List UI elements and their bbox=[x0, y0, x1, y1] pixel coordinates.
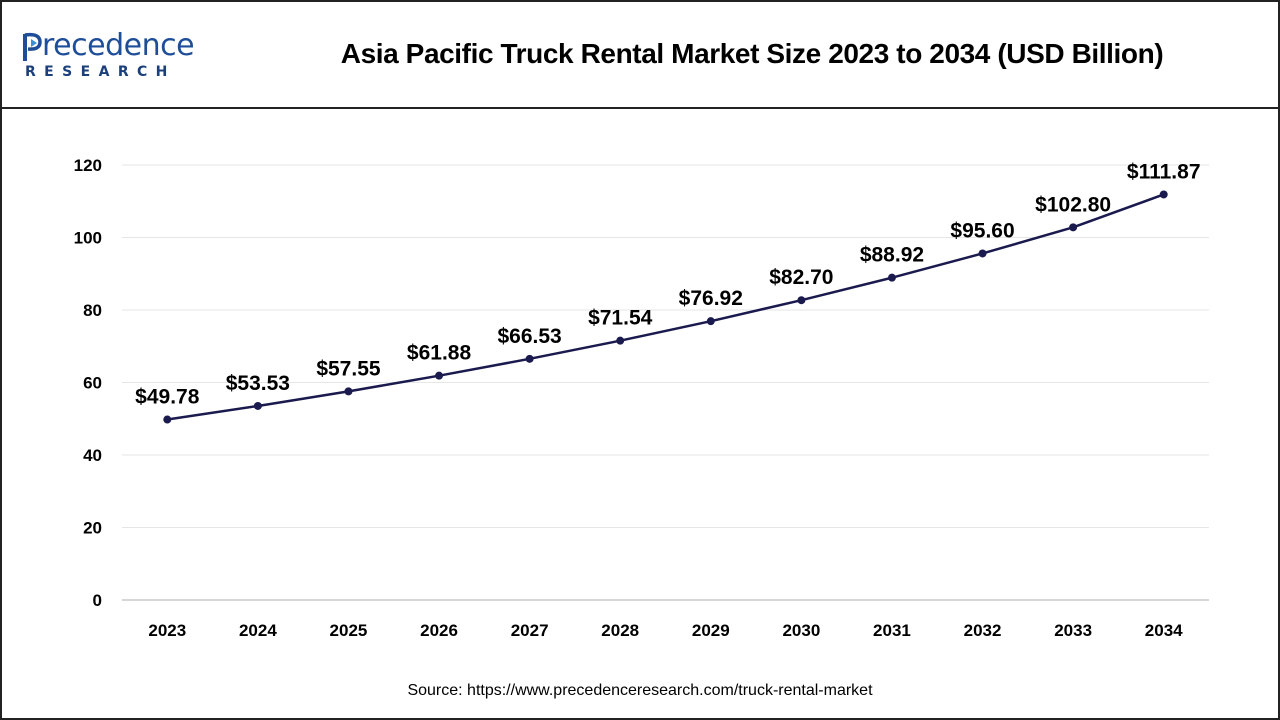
x-axis: 2023 2024 2025 2026 2027 2028 2029 2030 2031 2032… bbox=[122, 599, 1209, 640]
x-tick-label: 2029 bbox=[692, 621, 730, 640]
data-label: $53.53 bbox=[226, 372, 290, 395]
data-labels: $49.78 $53.53 $57.55 $61.88 $66.53 $71.54 $76.… bbox=[135, 160, 1200, 408]
chart-title: Asia Pacific Truck Rental Market Size 20… bbox=[340, 38, 1164, 69]
data-label: $111.87 bbox=[1127, 160, 1201, 183]
x-tick-label: 2031 bbox=[873, 621, 911, 640]
data-label: $57.55 bbox=[316, 357, 381, 380]
data-point bbox=[163, 415, 172, 424]
logo-word: recedence bbox=[42, 28, 195, 63]
logo-tagline: RESEARCH bbox=[25, 64, 176, 80]
data-label: $82.70 bbox=[769, 266, 833, 289]
source-note: Source: https://www.precedenceresearch.c… bbox=[407, 682, 873, 699]
y-axis: 0 20 40 60 80 100 120 bbox=[74, 156, 102, 610]
y-tick-label: 0 bbox=[93, 591, 102, 610]
data-label: $71.54 bbox=[588, 307, 653, 330]
data-point bbox=[435, 371, 444, 380]
precedence-research-logo: recedence RESEARCH bbox=[22, 30, 222, 82]
data-point bbox=[887, 273, 896, 282]
x-tick-label: 2027 bbox=[511, 621, 549, 640]
y-tick-label: 40 bbox=[83, 446, 102, 465]
data-point bbox=[253, 401, 262, 410]
data-label: $61.88 bbox=[407, 342, 472, 365]
data-points bbox=[163, 190, 1168, 424]
data-point bbox=[978, 249, 987, 258]
series-line bbox=[167, 193, 1165, 421]
data-label: $95.60 bbox=[950, 219, 1014, 242]
x-tick-label: 2025 bbox=[330, 621, 368, 640]
x-tick-label: 2032 bbox=[964, 621, 1002, 640]
data-label: $66.53 bbox=[498, 325, 562, 348]
y-tick-label: 120 bbox=[74, 156, 102, 175]
y-tick-label: 100 bbox=[74, 229, 102, 248]
data-label: $102.80 bbox=[1035, 193, 1111, 216]
y-tick-label: 80 bbox=[83, 301, 102, 320]
data-point bbox=[797, 296, 806, 305]
x-tick-label: 2028 bbox=[601, 621, 639, 640]
series-line-path bbox=[167, 193, 1165, 421]
data-point bbox=[525, 354, 534, 363]
y-tick-label: 20 bbox=[83, 519, 102, 538]
data-point bbox=[706, 317, 715, 326]
data-point bbox=[344, 387, 353, 396]
logo-p-mark-icon bbox=[23, 32, 42, 61]
x-tick-label: 2033 bbox=[1054, 621, 1092, 640]
data-label: $76.92 bbox=[679, 287, 743, 310]
y-tick-label: 60 bbox=[83, 374, 102, 393]
grid-lines bbox=[122, 164, 1209, 528]
data-point bbox=[1069, 223, 1078, 232]
data-point bbox=[1159, 190, 1168, 199]
x-tick-label: 2026 bbox=[420, 621, 458, 640]
x-tick-label: 2034 bbox=[1145, 621, 1183, 640]
header: recedence RESEARCH Asia Pacific Truck Re… bbox=[2, 2, 1278, 109]
x-tick-label: 2023 bbox=[148, 621, 186, 640]
x-tick-label: 2024 bbox=[239, 621, 277, 640]
x-tick-label: 2030 bbox=[782, 621, 820, 640]
data-label: $88.92 bbox=[860, 244, 924, 267]
data-point bbox=[616, 336, 625, 345]
logo-wordmark: recedence bbox=[22, 28, 195, 63]
data-label: $49.78 bbox=[135, 386, 200, 409]
